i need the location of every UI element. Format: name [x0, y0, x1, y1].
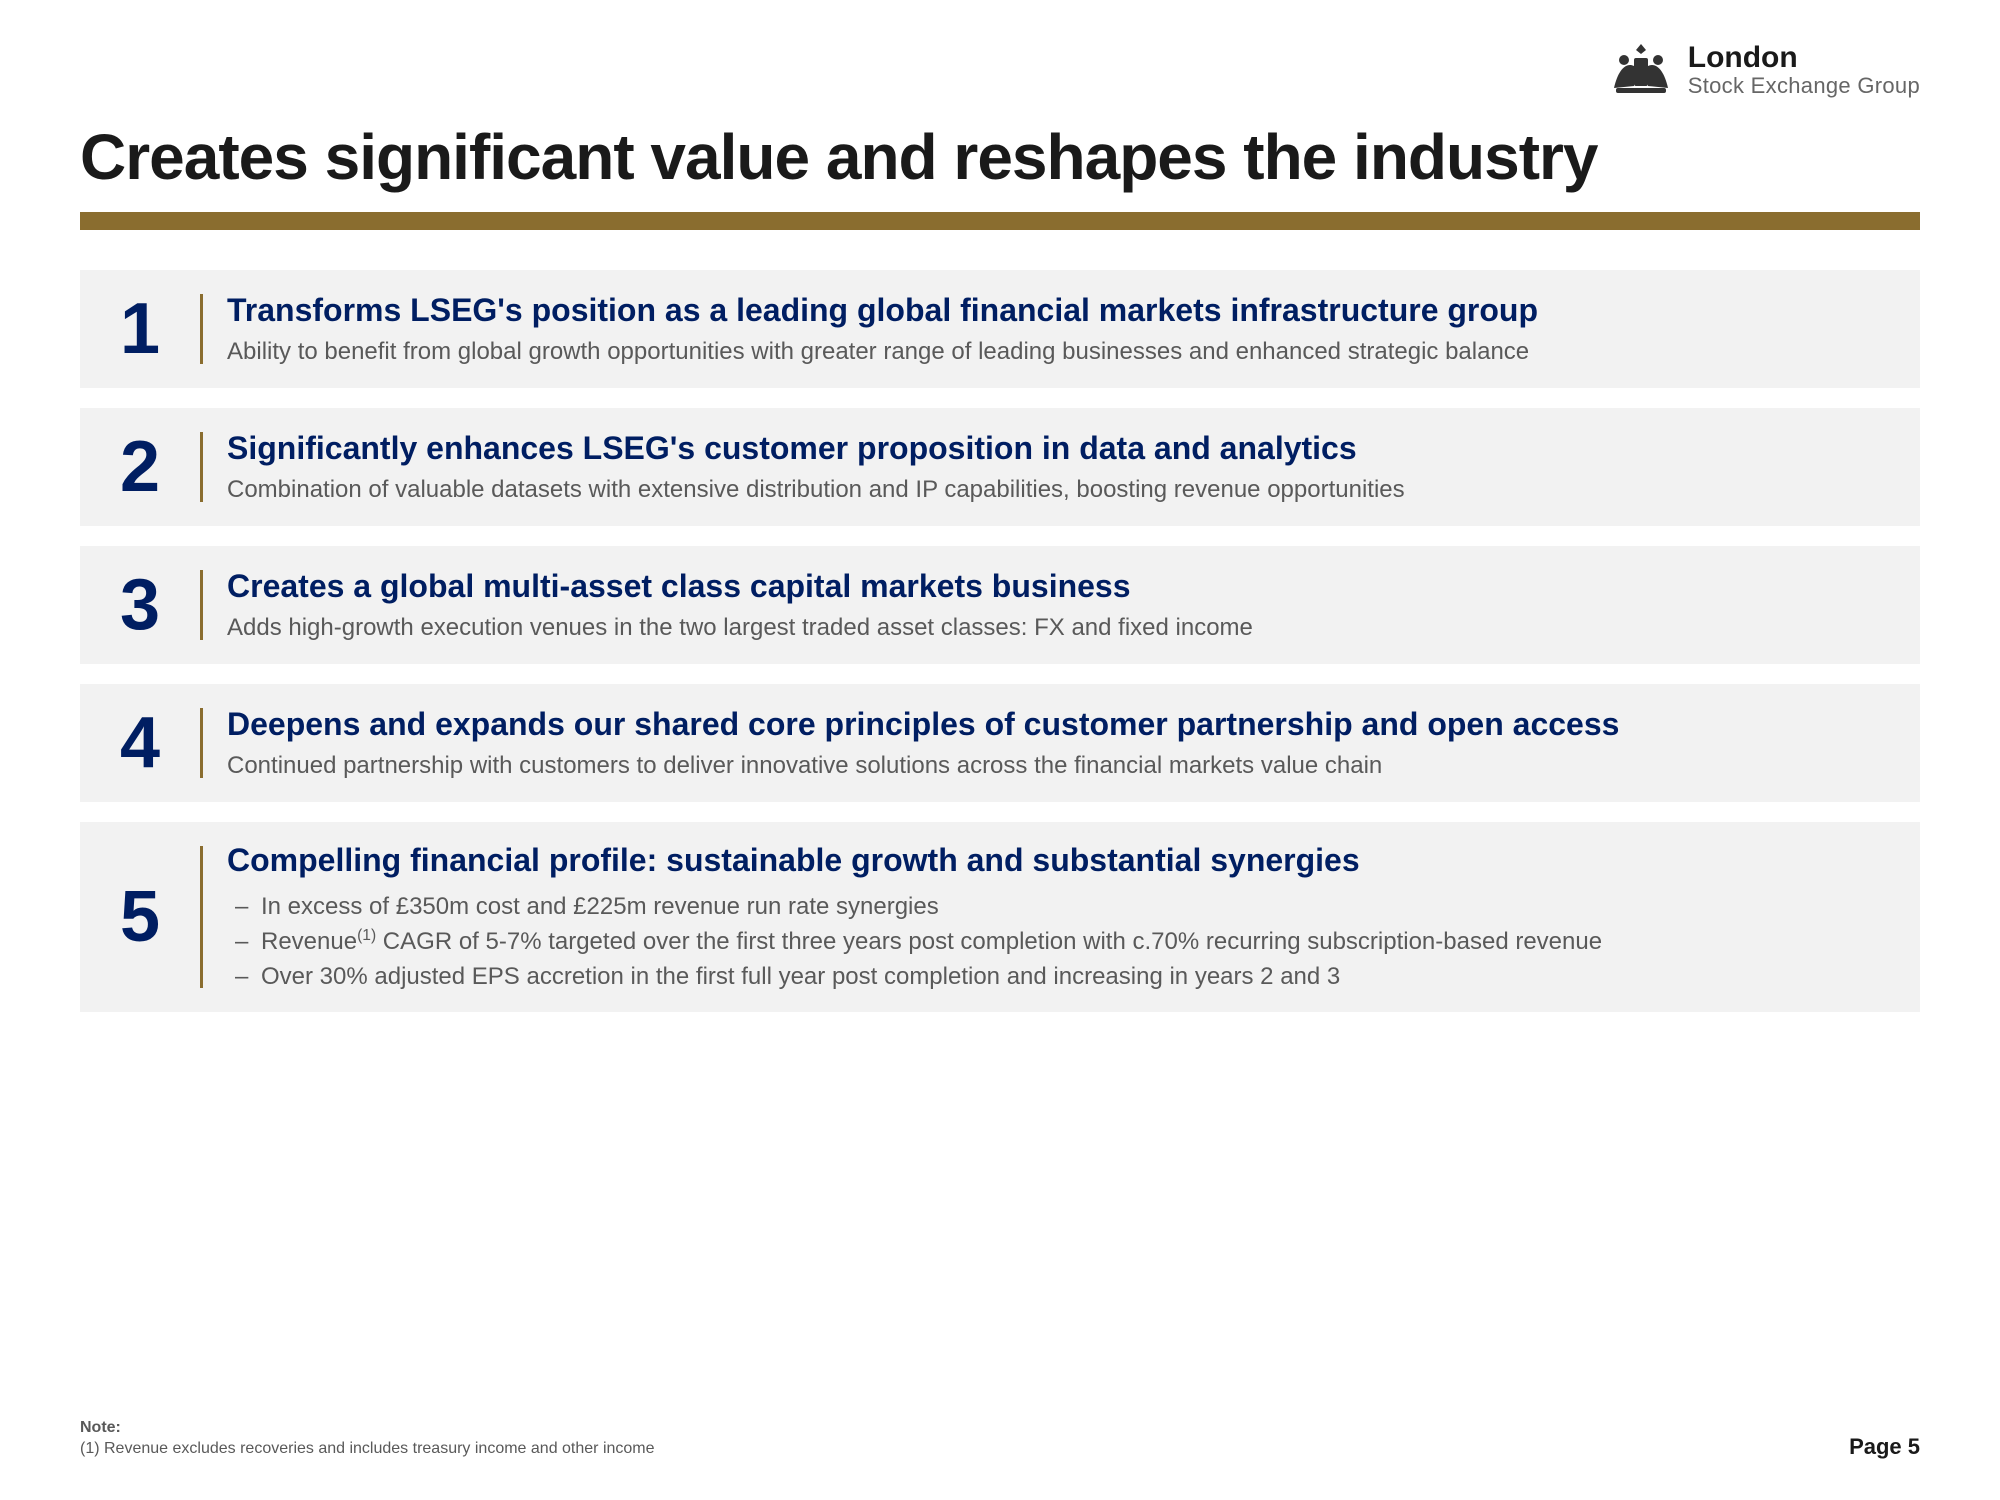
item-number: 4: [80, 702, 200, 784]
bullet: In excess of £350m cost and £225m revenu…: [227, 890, 1892, 925]
logo-line2: Stock Exchange Group: [1688, 74, 1920, 98]
footnote: Note: (1) Revenue excludes recoveries an…: [80, 1418, 655, 1460]
item-bullets: In excess of £350m cost and £225m revenu…: [227, 890, 1892, 994]
item-content: Significantly enhances LSEG's customer p…: [203, 426, 1892, 508]
item-heading: Creates a global multi-asset class capit…: [227, 566, 1892, 606]
item-heading: Significantly enhances LSEG's customer p…: [227, 428, 1892, 468]
title-divider: [80, 212, 1920, 230]
item-heading: Deepens and expands our shared core prin…: [227, 704, 1892, 744]
items-list: 1 Transforms LSEG's position as a leading…: [80, 270, 1920, 1012]
footnote-title: Note:: [80, 1418, 655, 1439]
item-description: Combination of valuable datasets with ex…: [227, 474, 1892, 506]
page-number: Page 5: [1849, 1434, 1920, 1460]
bullet: Revenue(1) CAGR of 5-7% targeted over th…: [227, 925, 1892, 960]
item-number: 1: [80, 288, 200, 370]
item-description: Ability to benefit from global growth op…: [227, 336, 1892, 368]
item-content: Compelling financial profile: sustainabl…: [203, 840, 1892, 994]
item-content: Deepens and expands our shared core prin…: [203, 702, 1892, 784]
logo-line1: London: [1688, 41, 1920, 74]
item-content: Transforms LSEG's position as a leading …: [203, 288, 1892, 370]
value-item-5: 5 Compelling financial profile: sustainab…: [80, 822, 1920, 1012]
value-item-3: 3 Creates a global multi-asset class capi…: [80, 546, 1920, 664]
item-number: 3: [80, 564, 200, 646]
page-title: Creates significant value and reshapes t…: [80, 120, 1920, 194]
item-heading: Transforms LSEG's position as a leading …: [227, 290, 1892, 330]
item-number: 5: [80, 840, 200, 994]
item-description: Continued partnership with customers to …: [227, 750, 1892, 782]
item-content: Creates a global multi-asset class capit…: [203, 564, 1892, 646]
value-item-2: 2 Significantly enhances LSEG's customer …: [80, 408, 1920, 526]
bullet: Over 30% adjusted EPS accretion in the f…: [227, 960, 1892, 995]
brand-logo: London Stock Exchange Group: [1606, 40, 1920, 100]
value-item-1: 1 Transforms LSEG's position as a leading…: [80, 270, 1920, 388]
item-heading: Compelling financial profile: sustainabl…: [227, 840, 1892, 880]
item-description: Adds high-growth execution venues in the…: [227, 612, 1892, 644]
value-item-4: 4 Deepens and expands our shared core pri…: [80, 684, 1920, 802]
item-number: 2: [80, 426, 200, 508]
footnote-text: (1) Revenue excludes recoveries and incl…: [80, 1439, 655, 1460]
crest-icon: [1606, 40, 1676, 100]
